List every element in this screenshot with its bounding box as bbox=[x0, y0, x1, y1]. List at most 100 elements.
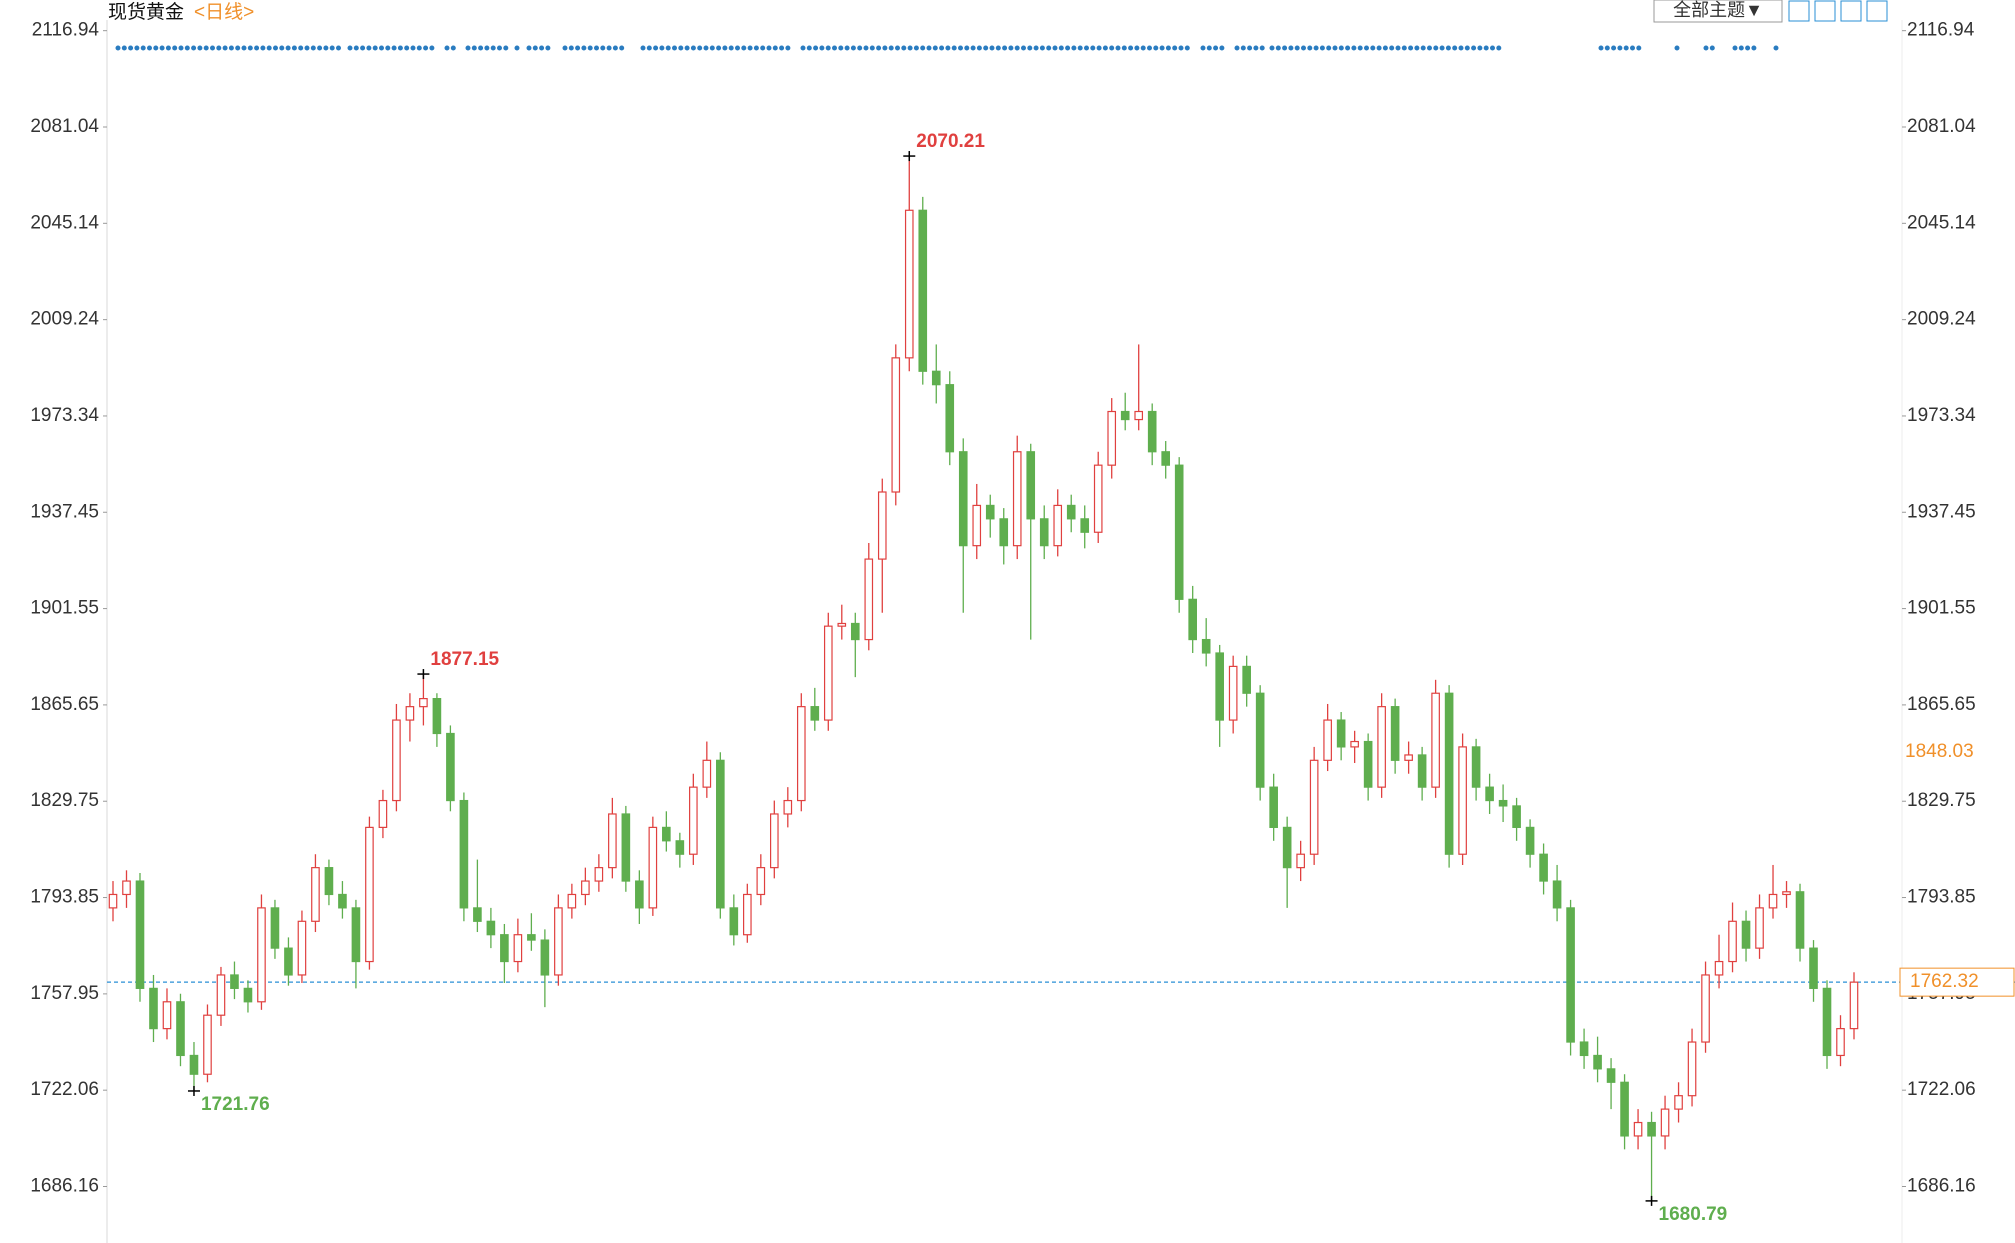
candle-body bbox=[1660, 1108, 1670, 1137]
candle-body bbox=[338, 893, 347, 909]
candle-body bbox=[850, 622, 860, 641]
y2-tick-label: 1865.65 bbox=[1907, 694, 1976, 715]
tool-icon[interactable] bbox=[1840, 0, 1862, 22]
y-tick-label: 1722.06 bbox=[30, 1079, 99, 1100]
y-tick-label: 1793.85 bbox=[30, 887, 99, 908]
candle-body bbox=[1255, 692, 1265, 788]
y-tick-label: 2009.24 bbox=[30, 309, 99, 330]
candle-body bbox=[1404, 754, 1413, 761]
candle-body bbox=[108, 893, 118, 909]
candle-body bbox=[1282, 826, 1292, 869]
y-tick-label: 2081.04 bbox=[30, 116, 99, 137]
y-tick-label: 1865.65 bbox=[30, 694, 99, 715]
candle-body bbox=[1296, 853, 1305, 869]
candle-body bbox=[392, 719, 401, 802]
candle-body bbox=[1012, 451, 1022, 547]
extreme-label: 1680.79 bbox=[1659, 1204, 1728, 1225]
candle-body bbox=[1053, 504, 1063, 547]
candle-body bbox=[1431, 692, 1440, 788]
candle-body bbox=[1458, 746, 1467, 855]
candle-body bbox=[378, 799, 388, 828]
candle-body bbox=[297, 920, 307, 976]
candle-body bbox=[1174, 464, 1184, 600]
candle-body bbox=[1269, 786, 1278, 828]
candle-body bbox=[756, 867, 766, 896]
y2-tick-label: 1793.85 bbox=[1907, 887, 1976, 908]
candle-body bbox=[1242, 665, 1251, 694]
candle-body bbox=[1836, 1028, 1845, 1057]
candle-body bbox=[1309, 759, 1319, 855]
candle-body bbox=[1782, 891, 1791, 896]
candle-body bbox=[1201, 638, 1211, 654]
candle-body bbox=[1377, 706, 1386, 788]
candle-body bbox=[608, 813, 617, 869]
candle-body bbox=[918, 209, 928, 372]
candle-body bbox=[729, 907, 739, 936]
candle-body bbox=[716, 759, 725, 909]
candle-body bbox=[594, 867, 604, 882]
candle-body bbox=[1026, 451, 1036, 520]
last-price-label: 1762.32 bbox=[1910, 971, 1979, 992]
candle-body bbox=[473, 907, 482, 922]
tool-icon[interactable] bbox=[1788, 0, 1810, 22]
candle-body bbox=[1620, 1081, 1629, 1137]
y2-tick-label: 1937.45 bbox=[1907, 501, 1976, 522]
candle-body bbox=[1566, 907, 1575, 1043]
candle-body bbox=[1674, 1095, 1683, 1110]
candle-body bbox=[270, 907, 280, 949]
y-tick-label: 2116.94 bbox=[32, 20, 100, 41]
candle-body bbox=[311, 867, 320, 922]
candle-body bbox=[1606, 1068, 1616, 1083]
candle-body bbox=[486, 920, 496, 936]
candle-body bbox=[743, 893, 752, 936]
candle-body bbox=[621, 813, 631, 882]
y2-tick-label: 2009.24 bbox=[1907, 309, 1976, 330]
candle-body bbox=[1188, 598, 1198, 641]
candle-body bbox=[1741, 920, 1751, 949]
candle-body bbox=[1336, 719, 1346, 748]
candle-body bbox=[810, 706, 820, 721]
marker-price-label: 1848.03 bbox=[1905, 741, 1974, 762]
theme-button[interactable] bbox=[1653, 0, 1783, 23]
y2-tick-label: 2045.14 bbox=[1907, 212, 1976, 233]
candle-body bbox=[365, 826, 374, 963]
candle-body bbox=[1714, 960, 1724, 976]
chart-title: 现货黄金 bbox=[108, 1, 184, 23]
tool-icon[interactable] bbox=[1866, 0, 1888, 22]
candle-body bbox=[459, 799, 469, 909]
candle-body bbox=[1822, 987, 1832, 1057]
candle-body bbox=[1228, 665, 1238, 721]
y2-tick-label: 1686.16 bbox=[1907, 1176, 1976, 1197]
candle-body bbox=[1066, 504, 1076, 520]
candle-body bbox=[1849, 981, 1859, 1030]
candle-body bbox=[432, 698, 442, 735]
candle-body bbox=[1080, 518, 1090, 533]
tool-icon[interactable] bbox=[1814, 0, 1836, 22]
candle-body bbox=[1728, 920, 1737, 963]
toolbar: 全部主题▼ bbox=[1653, 0, 1888, 23]
y-tick-label: 1901.55 bbox=[30, 598, 99, 619]
candle-body bbox=[500, 934, 509, 963]
candle-body bbox=[662, 826, 671, 842]
candle-body bbox=[769, 813, 779, 869]
candle-body bbox=[351, 907, 361, 963]
theme-button-label[interactable]: 全部主题▼ bbox=[1673, 0, 1763, 20]
candle-body bbox=[189, 1054, 199, 1075]
candle-body bbox=[257, 907, 266, 1003]
y-tick-label: 1973.34 bbox=[30, 405, 99, 426]
candle-body bbox=[702, 759, 712, 788]
candle-body bbox=[1768, 893, 1778, 909]
candle-body bbox=[1444, 692, 1454, 855]
candle-body bbox=[837, 622, 847, 627]
candle-body bbox=[823, 625, 833, 721]
candle-body bbox=[1633, 1121, 1643, 1137]
candle-body bbox=[1417, 754, 1427, 788]
candle-body bbox=[243, 987, 253, 1003]
y-tick-label: 1829.75 bbox=[30, 790, 99, 811]
candle-body bbox=[149, 987, 158, 1030]
extreme-label: 2070.21 bbox=[916, 131, 985, 152]
chart-subtitle: <日线> bbox=[194, 1, 254, 23]
y-tick-label: 2045.14 bbox=[30, 212, 99, 233]
candle-body bbox=[1107, 410, 1117, 466]
candle-body bbox=[1485, 786, 1494, 802]
